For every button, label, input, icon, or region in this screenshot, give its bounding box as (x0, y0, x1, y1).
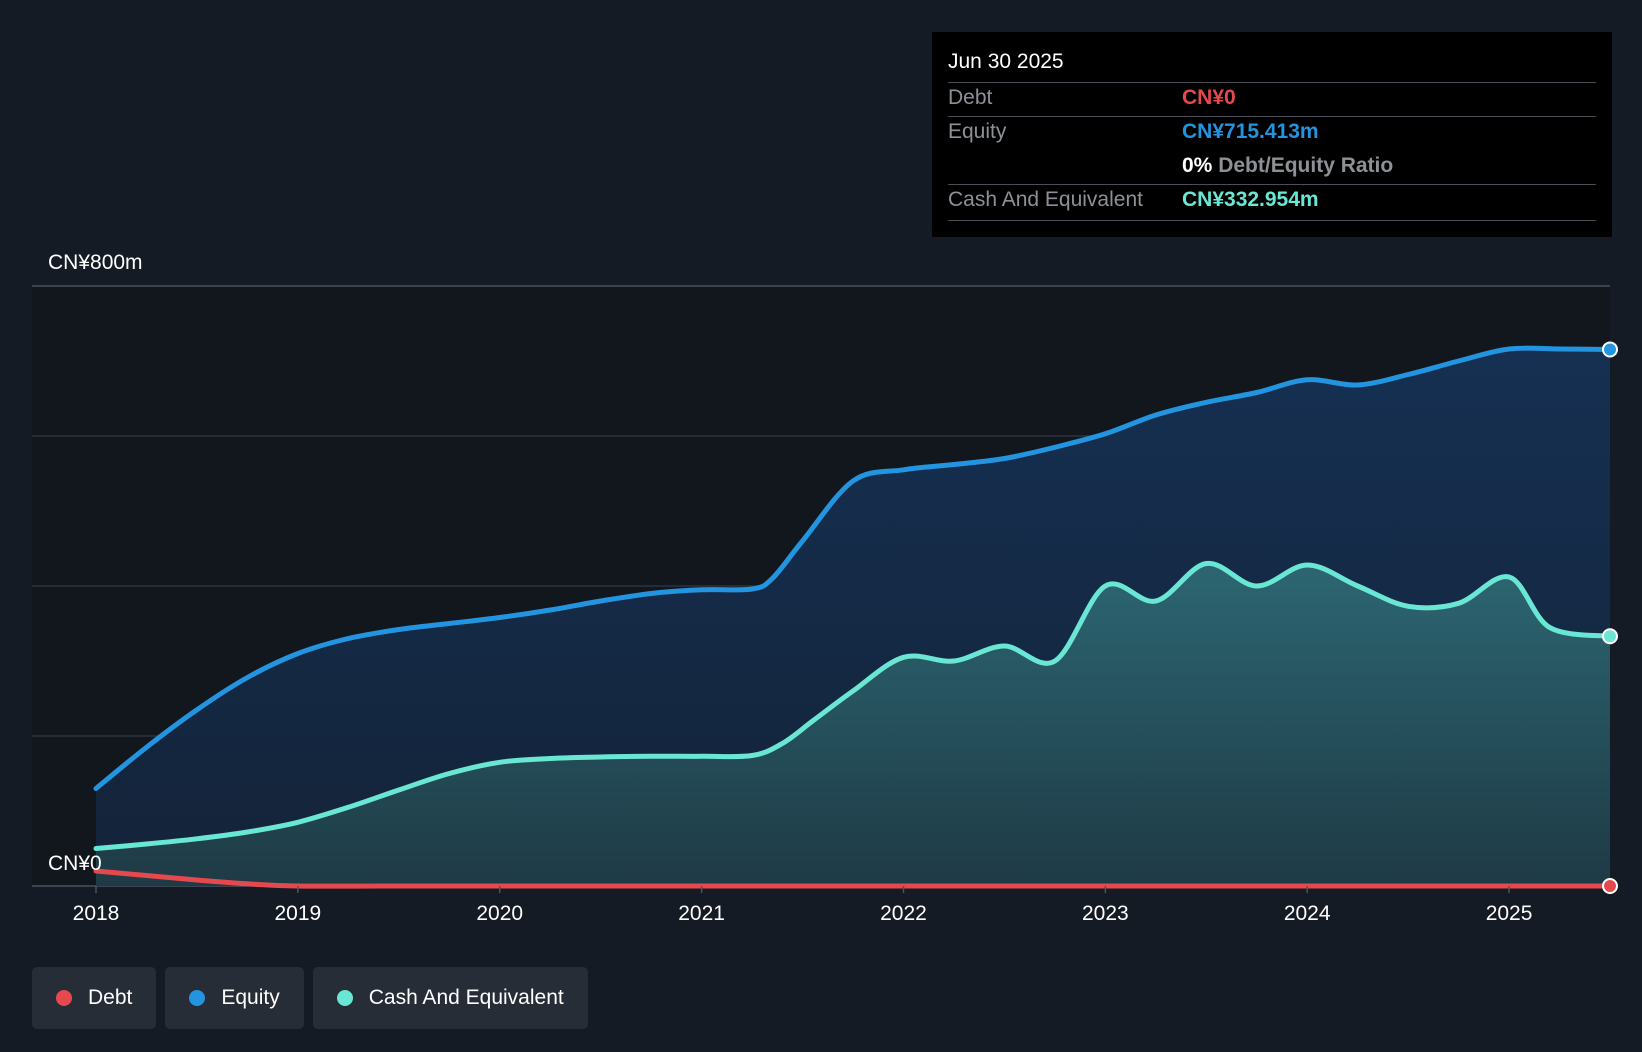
legend-item-debt[interactable]: Debt (32, 967, 157, 1029)
cash-end-marker (1602, 628, 1618, 645)
x-tick-label: 2018 (73, 902, 120, 925)
y-axis-top-label: CN¥800m (48, 251, 143, 274)
legend-label-debt: Debt (88, 986, 133, 1009)
tooltip-divider (948, 82, 1596, 83)
chart-legend: Debt Equity Cash And Equivalent (32, 967, 588, 1029)
tooltip-debt-value: CN¥0 (1182, 86, 1236, 109)
debt-end-marker (1602, 878, 1618, 894)
x-tick-label: 2021 (678, 902, 725, 925)
y-axis-bottom-label: CN¥0 (48, 852, 102, 875)
tooltip-date: Jun 30 2025 (948, 50, 1064, 73)
debt-dot-icon (56, 990, 72, 1006)
tooltip-ratio-percent: 0% (1182, 154, 1213, 177)
legend-item-cash[interactable]: Cash And Equivalent (312, 967, 588, 1029)
equity-end-marker (1602, 341, 1618, 358)
tooltip-equity-value: CN¥715.413m (1182, 120, 1319, 143)
x-tick-label: 2020 (476, 902, 523, 925)
legend-item-equity[interactable]: Equity (165, 967, 304, 1029)
tooltip-debt-label: Debt (948, 86, 993, 109)
cash-dot-icon (336, 990, 353, 1006)
equity-line (93, 345, 1613, 791)
x-tick-label: 2023 (1082, 902, 1129, 925)
x-tick-label: 2025 (1486, 902, 1533, 925)
tooltip-divider (948, 220, 1596, 221)
x-tick-label: 2024 (1284, 902, 1331, 925)
cash-line (93, 560, 1613, 851)
tooltip-divider (948, 184, 1596, 185)
tooltip-ratio-label: Debt/Equity Ratio (1218, 154, 1394, 177)
cash-area (96, 563, 1610, 886)
equity-dot-icon (189, 990, 206, 1006)
tooltip-panel: Jun 30 2025 Debt CN¥0 Equity CN¥715.413m… (932, 32, 1612, 237)
legend-label-cash: Cash And Equivalent (368, 986, 564, 1009)
x-tick-label: 2019 (275, 902, 322, 925)
tooltip-equity-label: Equity (948, 120, 1007, 143)
tooltip-cash-value: CN¥332.954m (1182, 188, 1319, 211)
x-tick-label: 2022 (880, 902, 927, 925)
tooltip-divider (948, 116, 1596, 117)
tooltip-ratio: 0% Debt/Equity Ratio (1182, 154, 1393, 178)
tooltip-cash-label: Cash And Equivalent (948, 188, 1143, 211)
legend-label-equity: Equity (221, 986, 280, 1009)
